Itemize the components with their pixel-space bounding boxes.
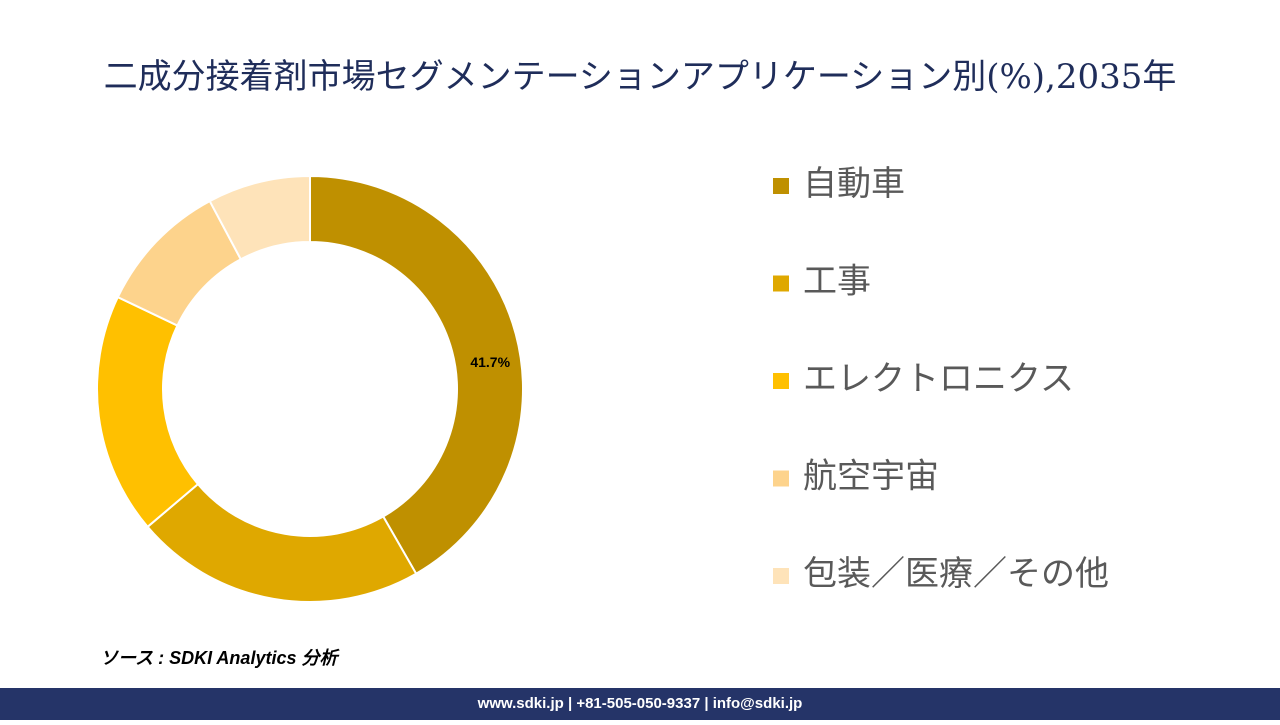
donut-segment bbox=[146, 482, 418, 603]
legend-label: 工事 bbox=[803, 262, 871, 300]
donut-segment bbox=[96, 295, 200, 529]
legend-label: 航空宇宙 bbox=[803, 457, 939, 495]
legend-label: 包装／医療／その他 bbox=[803, 555, 1109, 593]
donut-segment bbox=[309, 174, 524, 576]
footer-text: www.sdki.jp | +81-505-050-9337 | info@sd… bbox=[477, 695, 803, 712]
legend-label: エレクトロニクス bbox=[803, 360, 1074, 398]
donut-segment bbox=[208, 174, 311, 261]
footer-bar bbox=[0, 688, 1280, 720]
legend-swatch bbox=[773, 178, 789, 194]
legend-swatch bbox=[773, 275, 789, 292]
legend-swatch bbox=[773, 568, 789, 584]
legend-label: 自動車 bbox=[803, 165, 905, 203]
legend-swatch bbox=[773, 470, 789, 487]
data-label: 41.7% bbox=[470, 354, 510, 370]
source-note: ソース : SDKI Analytics 分析 bbox=[100, 648, 340, 668]
chart-title: 二成分接着剤市場セグメンテーションアプリケーション別(%),2035年 bbox=[104, 57, 1177, 97]
legend-swatch bbox=[773, 373, 789, 389]
